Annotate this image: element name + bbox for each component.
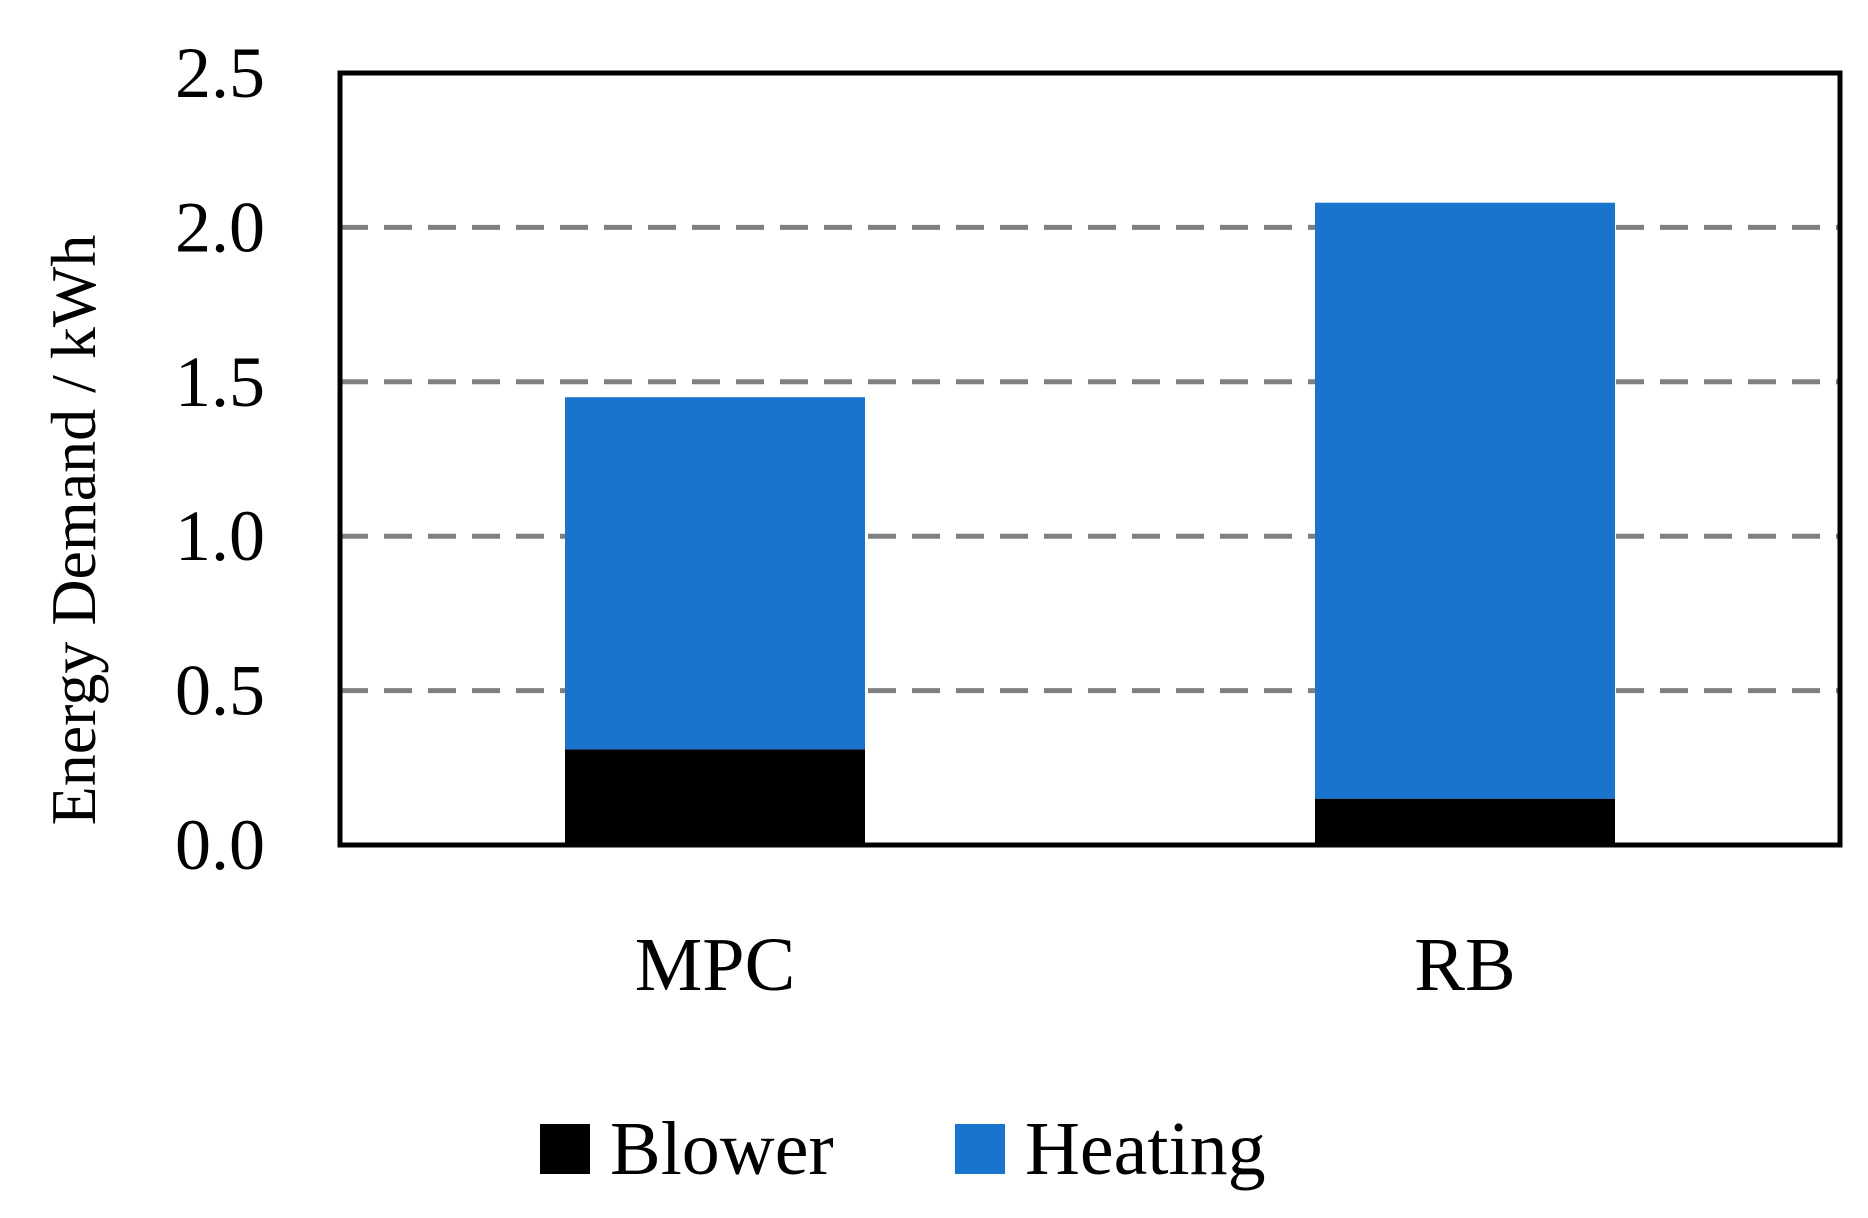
x-axis-categories: MPC RB: [635, 923, 1516, 1007]
legend-label-blower: Blower: [610, 1107, 834, 1191]
bar-heating-rb: [1315, 202, 1615, 799]
y-axis-label: Energy Demand / kWh: [38, 235, 109, 826]
bars: [565, 202, 1615, 845]
y-tick-label: 1.0: [175, 496, 265, 576]
legend-label-heating: Heating: [1025, 1107, 1266, 1191]
bar-blower-mpc: [565, 749, 865, 845]
bar-heating-mpc: [565, 397, 865, 750]
y-tick-label: 1.5: [175, 342, 265, 422]
legend-swatch-heating: [955, 1124, 1005, 1174]
plot-frame: [337, 70, 1843, 848]
y-tick-label: 0.5: [175, 651, 265, 731]
x-category-label: MPC: [635, 923, 796, 1007]
legend: Blower Heating: [540, 1107, 1266, 1191]
bar-blower-rb: [1315, 798, 1615, 845]
x-category-label: RB: [1414, 923, 1515, 1007]
legend-swatch-blower: [540, 1124, 590, 1174]
y-axis-ticks: 0.0 0.5 1.0 1.5 2.0 2.5: [175, 33, 265, 885]
y-tick-label: 2.5: [175, 33, 265, 113]
y-tick-label: 0.0: [175, 805, 265, 885]
y-tick-label: 2.0: [175, 187, 265, 267]
